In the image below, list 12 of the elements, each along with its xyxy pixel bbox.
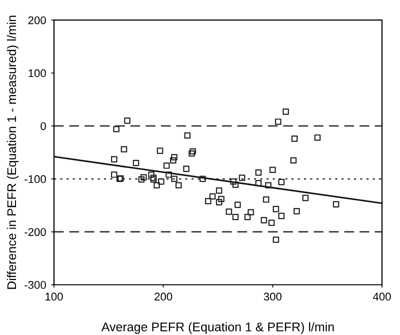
y-tick-label: 100	[28, 69, 46, 78]
x-tick-label: 400	[372, 292, 391, 301]
y-tick-label: 200	[28, 16, 46, 24]
x-tick-label: 300	[264, 292, 282, 301]
y-axis-title: Difference in PEFR (Equation 1 - measured) l/min	[6, 16, 19, 289]
y-tick-label: 0	[40, 122, 46, 130]
x-axis-title: Average PEFR (Equation 1 & PEFR) l/min	[101, 322, 334, 334]
y-tick-label: -300	[24, 281, 46, 289]
y-tick-label: -100	[24, 175, 46, 184]
x-tick-label: 200	[154, 292, 172, 301]
x-tick-label: 100	[46, 292, 63, 301]
y-tick-label: -200	[24, 228, 46, 236]
